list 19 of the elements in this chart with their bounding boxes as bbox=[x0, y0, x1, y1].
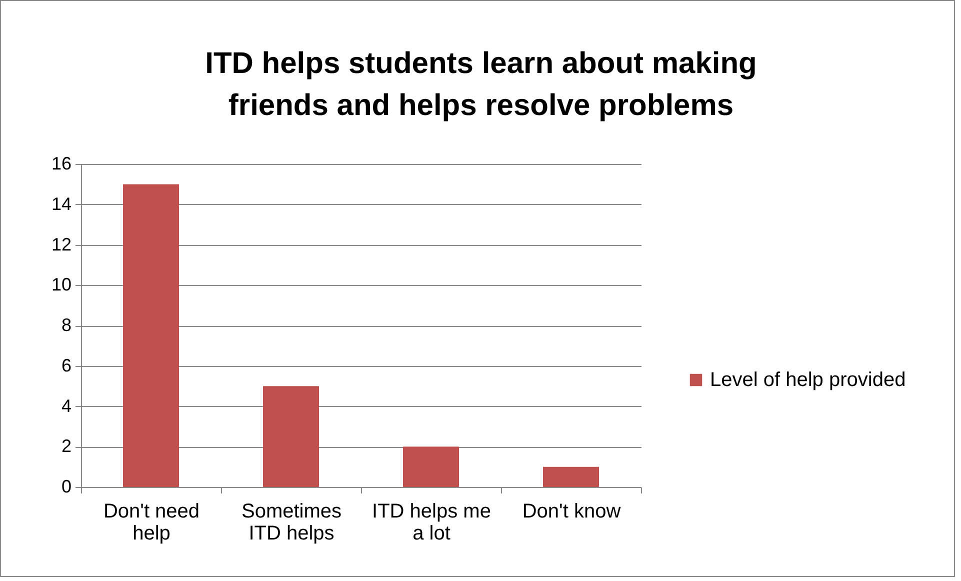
x-tick-label: ITD helps me a lot bbox=[372, 500, 491, 544]
bar bbox=[403, 446, 459, 487]
legend-label: Level of help provided bbox=[710, 369, 906, 391]
y-tick-label: 0 bbox=[61, 476, 72, 496]
x-tick-label: Don't know bbox=[522, 500, 622, 522]
y-tick-label: 2 bbox=[61, 436, 72, 456]
y-tick-label: 4 bbox=[61, 396, 72, 416]
y-tick-label: 16 bbox=[51, 154, 72, 174]
y-tick-label: 12 bbox=[51, 234, 72, 254]
bar bbox=[123, 184, 179, 487]
bar bbox=[543, 466, 599, 487]
y-tick-label: 8 bbox=[61, 315, 72, 335]
y-tick-label: 10 bbox=[51, 274, 72, 295]
y-tick-label: 6 bbox=[61, 355, 72, 376]
x-tick-label: Don't need help bbox=[103, 500, 200, 544]
x-tick-label: Sometimes ITD helps bbox=[241, 500, 342, 544]
bar bbox=[263, 386, 319, 487]
chart-title: ITD helps students learn about making friends and helps resolve problems bbox=[205, 47, 757, 122]
y-tick-label: 14 bbox=[51, 194, 72, 214]
